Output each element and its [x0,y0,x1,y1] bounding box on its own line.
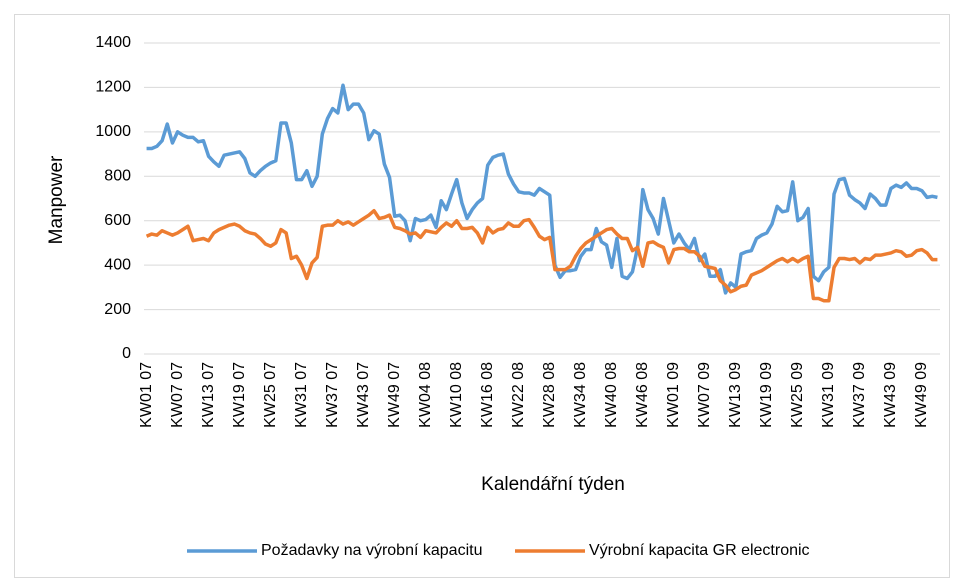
x-tick-label: KW37 07 [324,362,341,428]
x-tick-label: KW25 09 [789,362,806,428]
x-tick-label: KW22 08 [510,362,527,428]
legend-label: Výrobní kapacita GR electronic [589,542,810,559]
x-tick-label: KW34 08 [572,362,589,428]
x-tick-label: KW40 08 [603,362,620,428]
x-tick-label: KW13 07 [200,362,217,428]
legend-label: Požadavky na výrobní kapacitu [261,542,482,559]
x-tick-label: KW19 07 [231,362,248,428]
y-tick-label: 200 [104,301,131,318]
y-axis-title: Manpower [46,155,67,244]
y-tick-label: 400 [104,256,131,273]
x-tick-label: KW04 08 [417,362,434,428]
y-tick-label: 600 [104,212,131,229]
x-tick-label: KW46 08 [634,362,651,428]
x-tick-label: KW49 09 [913,362,930,428]
x-tick-label: KW37 09 [851,362,868,428]
y-tick-label: 1000 [95,123,131,140]
series-line [145,208,938,303]
y-tick-label: 0 [122,345,131,362]
x-tick-label: KW49 07 [386,362,403,428]
x-tick-label: KW01 09 [665,362,682,428]
x-tick-label: KW13 09 [727,362,744,428]
x-tick-label: KW25 07 [262,362,279,428]
y-tick-label: 800 [104,168,131,185]
y-tick-label: 1400 [95,34,131,51]
x-tick-label: KW07 09 [696,362,713,428]
x-tick-label: KW01 07 [138,362,155,428]
x-tick-label: KW43 07 [355,362,372,428]
series-line [146,83,938,295]
y-tick-label: 1200 [95,79,131,96]
x-tick-label: KW43 09 [882,362,899,428]
x-tick-label: KW28 08 [541,362,558,428]
chart-frame [14,14,950,578]
x-axis-title: Kalendářní týden [481,474,625,495]
x-tick-label: KW19 09 [758,362,775,428]
x-tick-label: KW07 07 [169,362,186,428]
x-tick-label: KW10 08 [448,362,465,428]
x-tick-label: KW31 07 [293,362,310,428]
x-tick-label: KW16 08 [479,362,496,428]
x-tick-label: KW31 09 [820,362,837,428]
